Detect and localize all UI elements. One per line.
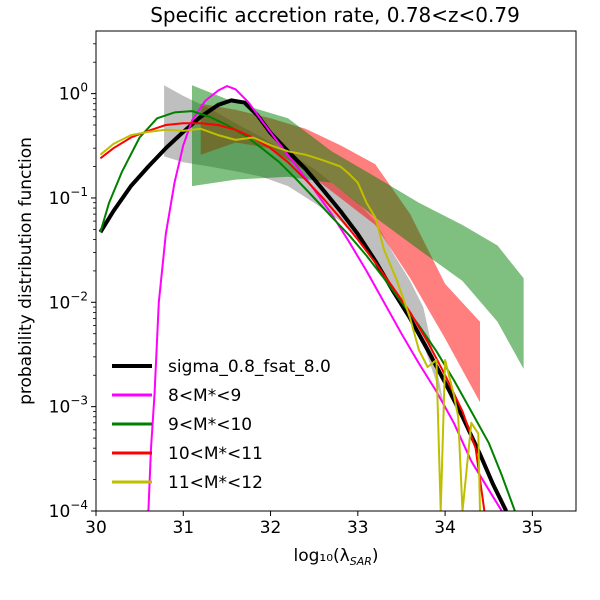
x-tick-label: 30 [85, 518, 107, 538]
x-tick-label: 34 [434, 518, 456, 538]
series-line-3 [99, 122, 486, 511]
y-tick-label: 10−4 [49, 498, 88, 522]
y-tick-label: 10−2 [49, 289, 88, 313]
legend: sigma_0.8_fsat_8.0 8<M*<9 9<M*<10 10<M*<11 1… [112, 357, 331, 493]
series-line-2 [99, 110, 516, 511]
confidence-bands [164, 85, 524, 412]
chart-title: Specific accretion rate, 0.78<z<0.79 [150, 3, 520, 27]
legend-label: 9<M*<10 [168, 415, 252, 435]
y-axis-ticks: 10−4 10−3 10−2 10−1 100 [49, 43, 96, 522]
legend-label: 11<M*<12 [168, 473, 263, 493]
band-2 [192, 85, 524, 369]
series-lines [98, 85, 516, 511]
legend-label: 10<M*<11 [168, 444, 263, 464]
y-tick-label: 100 [59, 81, 88, 105]
series-line-1 [147, 85, 503, 511]
legend-label: 8<M*<9 [168, 386, 241, 406]
y-tick-label: 10−1 [49, 185, 88, 209]
x-axis-label-main: log₁₀(λ [293, 546, 349, 566]
x-tick-label: 31 [172, 518, 194, 538]
x-axis-label-subscript: SAR [350, 555, 372, 568]
x-tick-label: 35 [522, 518, 544, 538]
legend-label: sigma_0.8_fsat_8.0 [168, 357, 331, 377]
x-axis-label-close: ) [372, 546, 379, 566]
x-axis-label: log₁₀(λSAR) [293, 546, 378, 568]
y-tick-label: 10−3 [49, 394, 88, 418]
series-line-4 [99, 127, 481, 511]
x-tick-label: 32 [260, 518, 282, 538]
series-line-0 [98, 98, 508, 511]
x-tick-label: 33 [347, 518, 369, 538]
y-axis-label: probability distribution function [16, 137, 36, 405]
x-axis-ticks: 30 31 32 33 34 35 [85, 511, 543, 538]
